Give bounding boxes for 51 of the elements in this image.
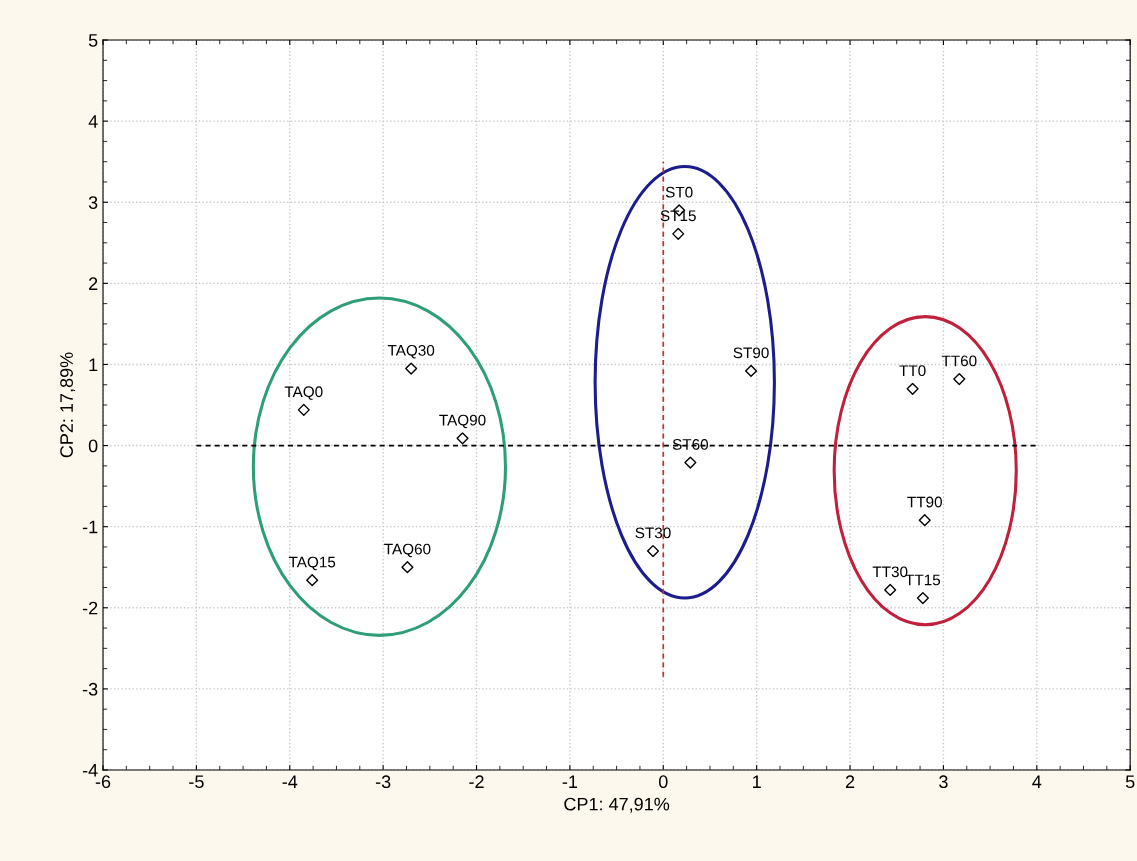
x-tick-label: 1 [753, 775, 761, 788]
point [953, 372, 966, 386]
y-tick-label: 4 [88, 115, 98, 128]
data-label: TAQ0 [284, 386, 323, 400]
point [672, 227, 685, 240]
point [684, 456, 697, 469]
data-label: TAQ60 [384, 543, 431, 558]
y-axis-title: CP2: 17,89% [60, 352, 76, 458]
x-tick-label: -3 [375, 775, 391, 789]
x-tick-label: -2 [469, 775, 484, 788]
x-tick-label: -6 [95, 775, 111, 789]
x-tick-label: -1 [562, 775, 578, 788]
point [884, 583, 897, 597]
point [744, 364, 758, 378]
y-tick-label: 0 [88, 439, 98, 453]
point [297, 403, 310, 416]
y-tick-label: -1 [82, 520, 98, 534]
y-tick-label: 5 [88, 34, 98, 47]
data-label: TT90 [907, 496, 942, 508]
data-label: ST30 [635, 527, 671, 539]
data-label: TAQ30 [387, 344, 435, 359]
y-tick-label: 2 [89, 277, 98, 290]
data-label: TT0 [899, 365, 926, 377]
x-tick-label: 2 [845, 775, 855, 788]
y-tick-label: 3 [88, 196, 98, 209]
point [401, 561, 414, 574]
point [646, 544, 660, 558]
x-tick-label: 5 [1125, 775, 1135, 789]
data-label: ST90 [733, 347, 769, 359]
point [916, 591, 929, 605]
point [906, 382, 919, 395]
point [306, 574, 319, 587]
data-label: TAQ15 [288, 556, 336, 571]
y-tick-label: -2 [82, 601, 98, 615]
x-tick-label: 4 [1032, 775, 1042, 788]
y-tick-label: -3 [82, 682, 98, 696]
data-label: TT60 [941, 355, 977, 367]
x-tick-label: -4 [282, 775, 298, 788]
x-tick-label: 3 [939, 775, 948, 789]
data-label: TAQ90 [439, 414, 486, 429]
x-tick-label: 0 [658, 775, 668, 789]
x-axis-title: CP1: 47,91% [564, 797, 670, 813]
x-tick-label: -5 [189, 775, 204, 789]
y-tick-label: 1 [89, 358, 98, 371]
data-label: ST60 [672, 439, 709, 450]
point [405, 362, 418, 375]
point [456, 432, 469, 445]
data-label: ST0 [665, 186, 693, 198]
y-tick-label: -4 [82, 764, 98, 777]
point [918, 514, 931, 527]
data-label: ST15 [660, 210, 696, 222]
